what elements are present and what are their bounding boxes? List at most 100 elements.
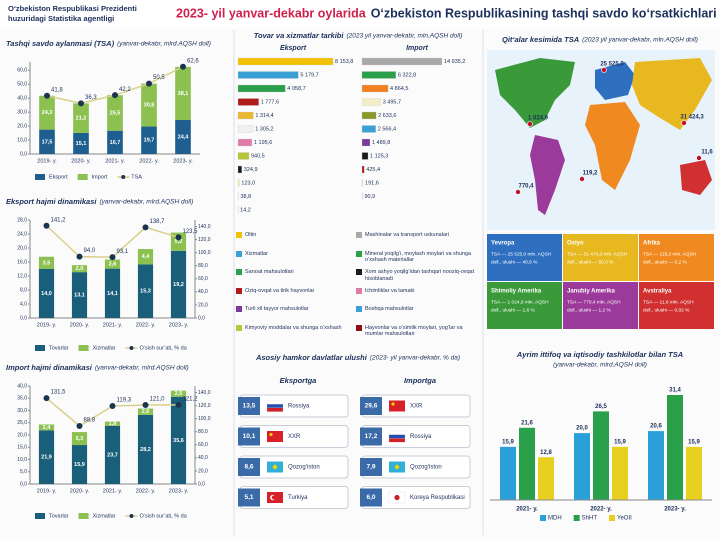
region-text: TSA — 119,2 mln. AQSH [643, 251, 697, 257]
legend-swatch [573, 515, 580, 521]
bar-label: 24,4 [178, 134, 190, 140]
x-tick-label: 2022- y. [139, 158, 159, 164]
bar-segment [38, 424, 55, 431]
bar-segment [137, 414, 154, 484]
region-name: Afrika [643, 241, 661, 247]
chart-subtitle: (yanvar-dekabr, mlrd.AQSH doll) [99, 199, 193, 206]
legend-label: Mashinalar va transport uskunalari [365, 232, 450, 238]
x-tick-label: 2019- y. [37, 488, 57, 494]
y-tick-label: 60,0 [17, 68, 27, 74]
legend-swatch [35, 345, 45, 351]
line-marker [175, 234, 182, 241]
bar [237, 98, 259, 106]
line-marker [78, 100, 84, 107]
legend-swatch [236, 269, 242, 275]
bar-segment [107, 130, 123, 154]
org-name: huzuridagi Statistika agentligi [8, 14, 114, 23]
bar [361, 179, 364, 187]
legend-swatch [77, 174, 88, 180]
y2-tick-label: 100,0 [198, 416, 211, 422]
flag [266, 407, 284, 412]
bar-label: 14,2 [240, 207, 251, 213]
chart-title: Tashqi savdo aylanmasi (TSA) [6, 39, 115, 48]
bar [593, 411, 609, 500]
bar-label: 123,0 [241, 180, 255, 186]
bar-segment [137, 249, 154, 265]
partner-value: 29,6 [365, 403, 378, 410]
bar-label: 25,5 [110, 110, 121, 116]
legend-swatch [129, 514, 134, 518]
chart-title: Asosiy hamkor davlatlar ulushi [255, 353, 368, 362]
chart-subtitle: (2023 yil yanvar-dekabr, mln.AQSH doll) [582, 37, 698, 44]
chart-title: Import hajmi dinamikasi [6, 363, 93, 372]
bar [361, 84, 389, 93]
partner-country: XXR [288, 434, 301, 440]
x-tick-label: 2023- y. [169, 488, 189, 494]
bar-segment [104, 425, 121, 484]
legend-label: O‘sish sur’ati, % da [139, 513, 187, 519]
legend-label: Ichimliklar va tamaki [365, 287, 415, 294]
bar-label: 14,1 [107, 291, 118, 297]
bar-label: 14,0 [41, 291, 52, 297]
legend-swatch [236, 324, 242, 331]
bar-label: 2 633,6 [378, 113, 396, 119]
bar-label: 5 179,7 [300, 72, 318, 78]
bar-label: 324,9 [244, 167, 258, 173]
y2-tick-label: 140,0 [198, 224, 211, 230]
chart-subtitle: (yanvar-dekabr, mlrd.AQSH doll) [117, 41, 211, 48]
bar-label: 14 935,2 [444, 59, 465, 65]
flag [271, 495, 277, 500]
bar [237, 111, 254, 120]
x-tick-label: 2022- y. [136, 322, 156, 328]
bar-label: 3 495,7 [383, 99, 401, 105]
y2-tick-label: 60,0 [198, 442, 208, 448]
y-tick-label: 20,0 [17, 432, 27, 438]
y-tick-label: 16,0 [17, 259, 27, 265]
legend-label: Eksport [49, 174, 68, 180]
value-box [360, 458, 382, 476]
partner-country: Turkiya [288, 495, 308, 501]
legend-swatch [356, 287, 362, 294]
y2-tick-label: 20,0 [198, 302, 208, 308]
legend-label: Xizmatlar [245, 250, 268, 257]
bar-label: 15,9 [502, 439, 514, 445]
legend-item: Sanoat mahsulotlari [236, 269, 357, 276]
partner-value: 8,6 [244, 464, 253, 471]
line-marker [76, 253, 83, 260]
flag [388, 434, 406, 439]
bar-segment [104, 268, 121, 318]
map-pin [601, 67, 607, 73]
map-label: 1 024,9 [528, 116, 549, 122]
y-tick-label: 0,0 [20, 481, 27, 487]
bar-segment [141, 126, 157, 154]
panel-title: Eksport [280, 45, 307, 52]
y-tick-label: 35,0 [17, 396, 27, 402]
bar-label: 1 125,3 [370, 153, 388, 159]
y2-tick-label: 40,0 [198, 289, 208, 295]
bar-segment [38, 269, 55, 318]
point-label: 138,7 [150, 219, 166, 225]
bar [612, 446, 628, 500]
bar-segment [104, 259, 121, 269]
legend-swatch [356, 232, 362, 238]
partner-value: 7,9 [366, 464, 375, 471]
line-marker [142, 224, 149, 231]
bar [538, 457, 554, 500]
legend-label: Xom ashyo yoqilg‘idan tashqari nooziq-ov… [365, 269, 475, 282]
point-label: 123,5 [183, 229, 199, 235]
y-tick-label: 0,0 [20, 315, 27, 321]
line-marker [175, 401, 182, 408]
point-label: 88,8 [84, 418, 96, 424]
x-tick-label: 2019- y. [37, 322, 57, 328]
value-box [360, 397, 382, 415]
bar-segment [170, 390, 187, 397]
legend-item: Xom ashyo yoqilg‘idan tashqari nooziq-ov… [356, 269, 477, 282]
bar [361, 138, 371, 147]
y2-tick-label: 0,0 [198, 481, 205, 487]
value-box [238, 427, 260, 446]
y-tick-label: 30,0 [17, 408, 27, 414]
bar [361, 98, 381, 106]
partner-value: 5,1 [244, 494, 253, 501]
bar-label: 26,5 [595, 404, 607, 410]
